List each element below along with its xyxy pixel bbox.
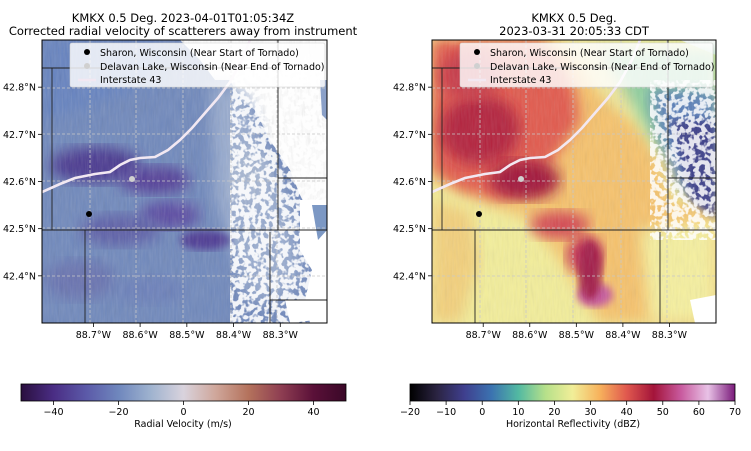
legend-sharon-label: Sharon, Wisconsin (Near Start of Tornado… xyxy=(100,48,299,59)
colorbar-tick-label: 20 xyxy=(548,407,560,418)
x-tick-label: 88.3°W xyxy=(263,330,299,341)
legend-delavan-marker xyxy=(84,63,90,69)
y-tick-label: 42.7°N xyxy=(3,130,36,141)
legend-sharon-label: Sharon, Wisconsin (Near Start of Tornado… xyxy=(490,48,689,59)
sharon-marker xyxy=(86,211,92,217)
x-tick-label: 88.6°W xyxy=(512,330,548,341)
y-tick-label: 42.6°N xyxy=(393,177,426,188)
y-tick-label: 42.5°N xyxy=(393,224,426,235)
colorbar-tick-label: 0 xyxy=(180,407,186,418)
y-tick-label: 42.8°N xyxy=(393,83,426,94)
chart-title-line2: 2023-03-31 20:05:33 CDT xyxy=(499,24,650,38)
interstate-43-line xyxy=(42,40,252,194)
y-tick-label: 42.4°N xyxy=(3,271,36,282)
legend-delavan-label: Delavan Lake, Wisconsin (Near End of Tor… xyxy=(490,62,715,73)
x-tick-label: 88.6°W xyxy=(122,330,158,341)
y-tick-label: 42.4°N xyxy=(393,271,426,282)
colorbar-tick-label: 10 xyxy=(512,407,524,418)
legend: Sharon, Wisconsin (Near Start of Tornado… xyxy=(459,42,715,88)
delavan-lake-marker xyxy=(518,176,524,182)
x-tick-label: 88.4°W xyxy=(216,330,252,341)
legend-sharon-marker xyxy=(84,49,90,55)
legend-sharon-marker xyxy=(474,49,480,55)
velocity-chart: KMKX 0.5 Deg. 2023-04-01T01:05:34Z Corre… xyxy=(3,11,358,341)
legend-delavan-label: Delavan Lake, Wisconsin (Near End of Tor… xyxy=(100,62,325,73)
colorbar-tick-label: 20 xyxy=(242,407,254,418)
colorbar-tick-label: 40 xyxy=(621,407,633,418)
x-tick-label: 88.4°W xyxy=(605,330,641,341)
colorbar-tick-label: −10 xyxy=(436,407,456,418)
velocity-colorbar-bar xyxy=(20,383,347,402)
legend-delavan-marker xyxy=(474,63,480,69)
x-tick-label: 88.5°W xyxy=(169,330,205,341)
colorbar-tick-label: 40 xyxy=(307,407,319,418)
colorbar-tick-label: 60 xyxy=(693,407,705,418)
colorbar-tick-label: 70 xyxy=(729,407,741,418)
y-tick-label: 42.7°N xyxy=(393,130,426,141)
y-tick-label: 42.6°N xyxy=(3,177,36,188)
y-tick-label: 42.8°N xyxy=(3,83,36,94)
reflectivity-colorbar-label: Horizontal Reflectivity (dBZ) xyxy=(506,419,640,430)
colorbar-tick-label: −40 xyxy=(43,407,63,418)
y-tick-label: 42.5°N xyxy=(3,224,36,235)
chart-title-line2: Corrected radial velocity of scatterers … xyxy=(9,24,358,38)
interstate-43-line xyxy=(432,40,642,194)
colorbar-tick-label: 30 xyxy=(585,407,597,418)
legend-interstate-label: Interstate 43 xyxy=(100,75,161,86)
legend: Sharon, Wisconsin (Near Start of Tornado… xyxy=(69,42,326,88)
sharon-marker xyxy=(476,211,482,217)
velocity-colorbar-label: Radial Velocity (m/s) xyxy=(134,419,231,430)
colorbar-tick-label: −20 xyxy=(400,407,420,418)
x-tick-label: 88.7°W xyxy=(76,330,112,341)
x-tick-label: 88.3°W xyxy=(652,330,688,341)
reflectivity-colorbar-bar xyxy=(409,383,736,402)
reflectivity-chart: KMKX 0.5 Deg. 2023-03-31 20:05:33 CDT xyxy=(393,11,717,341)
chart-title-line1: KMKX 0.5 Deg. 2023-04-01T01:05:34Z xyxy=(72,11,295,25)
colorbar-tick-label: 0 xyxy=(479,407,485,418)
reflectivity-colorbar: −20 −10 0 10 20 30 40 50 60 70 Horizontal Reflect… xyxy=(400,383,741,430)
chart-title-line1: KMKX 0.5 Deg. xyxy=(531,11,616,25)
x-tick-label: 88.7°W xyxy=(466,330,502,341)
colorbar-tick-label: 50 xyxy=(657,407,669,418)
velocity-colorbar: −40 −20 0 20 40 Radial Velocity (m/s) xyxy=(20,383,347,430)
delavan-lake-marker xyxy=(129,176,135,182)
x-tick-label: 88.5°W xyxy=(559,330,595,341)
legend-interstate-label: Interstate 43 xyxy=(490,75,551,86)
colorbar-tick-label: −20 xyxy=(108,407,128,418)
